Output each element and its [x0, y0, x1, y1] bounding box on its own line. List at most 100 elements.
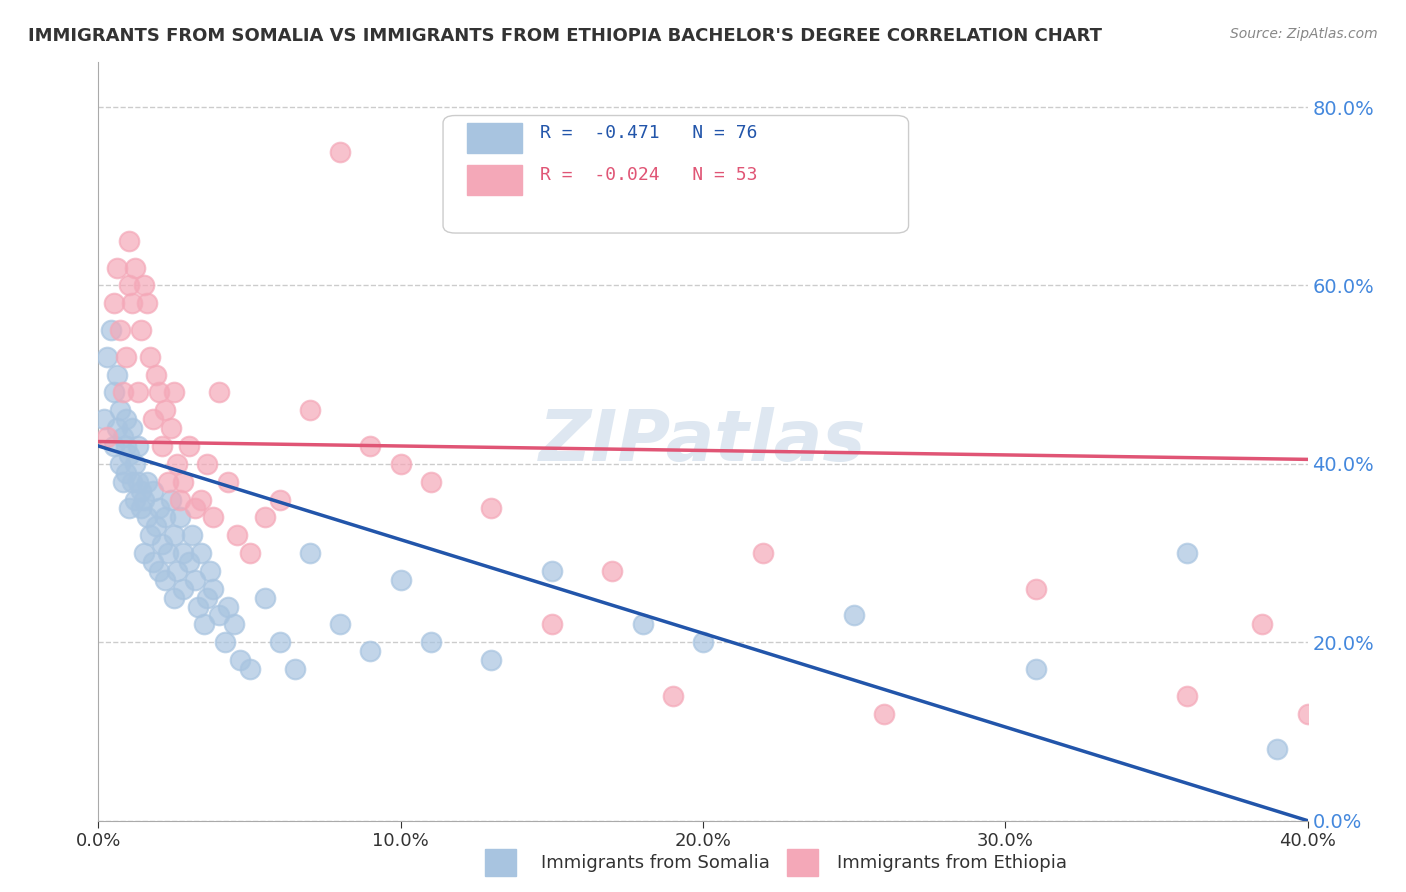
- Point: [129, 323, 152, 337]
- Point: [1267, 742, 1289, 756]
- Point: [200, 564, 222, 578]
- Point: [163, 528, 186, 542]
- Point: [299, 403, 322, 417]
- Point: [160, 492, 183, 507]
- Point: [269, 492, 291, 507]
- Point: [121, 296, 143, 310]
- Point: [214, 635, 236, 649]
- Point: [239, 662, 262, 676]
- Point: [208, 385, 231, 400]
- Bar: [467, 165, 522, 195]
- Point: [1386, 671, 1406, 685]
- Point: [139, 350, 162, 364]
- FancyBboxPatch shape: [443, 115, 908, 233]
- Point: [329, 617, 352, 632]
- Point: [124, 260, 146, 275]
- Point: [118, 234, 141, 248]
- Point: [631, 617, 654, 632]
- Point: [118, 501, 141, 516]
- Point: [148, 385, 170, 400]
- Point: [105, 260, 128, 275]
- Point: [148, 501, 170, 516]
- Point: [193, 617, 215, 632]
- Point: [1024, 662, 1046, 676]
- Point: [202, 510, 225, 524]
- Point: [360, 644, 382, 658]
- Bar: [467, 123, 522, 153]
- Point: [389, 573, 412, 587]
- Point: [360, 439, 382, 453]
- Text: R =  -0.471   N = 76: R = -0.471 N = 76: [540, 124, 758, 142]
- Point: [111, 385, 134, 400]
- Point: [150, 439, 173, 453]
- Point: [217, 475, 239, 489]
- Point: [179, 555, 201, 569]
- Point: [124, 457, 146, 471]
- Point: [108, 403, 131, 417]
- Point: [169, 510, 191, 524]
- Point: [179, 439, 201, 453]
- Point: [224, 617, 246, 632]
- Point: [420, 635, 443, 649]
- Point: [132, 278, 155, 293]
- Point: [172, 475, 194, 489]
- Point: [132, 546, 155, 560]
- Point: [160, 421, 183, 435]
- Point: [114, 439, 136, 453]
- Point: [103, 385, 125, 400]
- Point: [284, 662, 307, 676]
- Point: [226, 528, 249, 542]
- Text: Source: ZipAtlas.com: Source: ZipAtlas.com: [1230, 27, 1378, 41]
- Point: [1296, 706, 1319, 721]
- Point: [105, 368, 128, 382]
- Point: [129, 501, 152, 516]
- Text: Immigrants from Ethiopia: Immigrants from Ethiopia: [837, 855, 1067, 872]
- Point: [1251, 617, 1274, 632]
- Point: [844, 608, 866, 623]
- Point: [124, 492, 146, 507]
- Point: [208, 608, 231, 623]
- Point: [253, 591, 276, 605]
- Point: [329, 145, 352, 159]
- Point: [166, 564, 188, 578]
- Point: [114, 350, 136, 364]
- Point: [229, 653, 252, 667]
- Point: [103, 439, 125, 453]
- Point: [114, 412, 136, 426]
- Point: [100, 323, 122, 337]
- Point: [145, 519, 167, 533]
- Point: [145, 368, 167, 382]
- Point: [540, 617, 562, 632]
- Point: [217, 599, 239, 614]
- Point: [166, 457, 188, 471]
- Bar: [485, 849, 516, 876]
- Point: [127, 439, 149, 453]
- Point: [153, 510, 176, 524]
- Point: [190, 492, 212, 507]
- Point: [389, 457, 412, 471]
- Point: [142, 483, 165, 498]
- Text: IMMIGRANTS FROM SOMALIA VS IMMIGRANTS FROM ETHIOPIA BACHELOR'S DEGREE CORRELATIO: IMMIGRANTS FROM SOMALIA VS IMMIGRANTS FR…: [28, 27, 1102, 45]
- Point: [114, 466, 136, 480]
- Point: [1024, 582, 1046, 596]
- Point: [96, 350, 118, 364]
- Point: [135, 296, 157, 310]
- Point: [139, 528, 162, 542]
- Point: [187, 599, 209, 614]
- Point: [602, 564, 624, 578]
- Point: [156, 546, 179, 560]
- Point: [269, 635, 291, 649]
- Point: [121, 475, 143, 489]
- Point: [481, 653, 503, 667]
- Point: [103, 296, 125, 310]
- Point: [118, 448, 141, 462]
- Point: [420, 475, 443, 489]
- Point: [184, 573, 207, 587]
- Point: [93, 412, 115, 426]
- Point: [163, 591, 186, 605]
- Point: [118, 278, 141, 293]
- Point: [1175, 546, 1198, 560]
- Point: [172, 582, 194, 596]
- Point: [299, 546, 322, 560]
- Point: [108, 457, 131, 471]
